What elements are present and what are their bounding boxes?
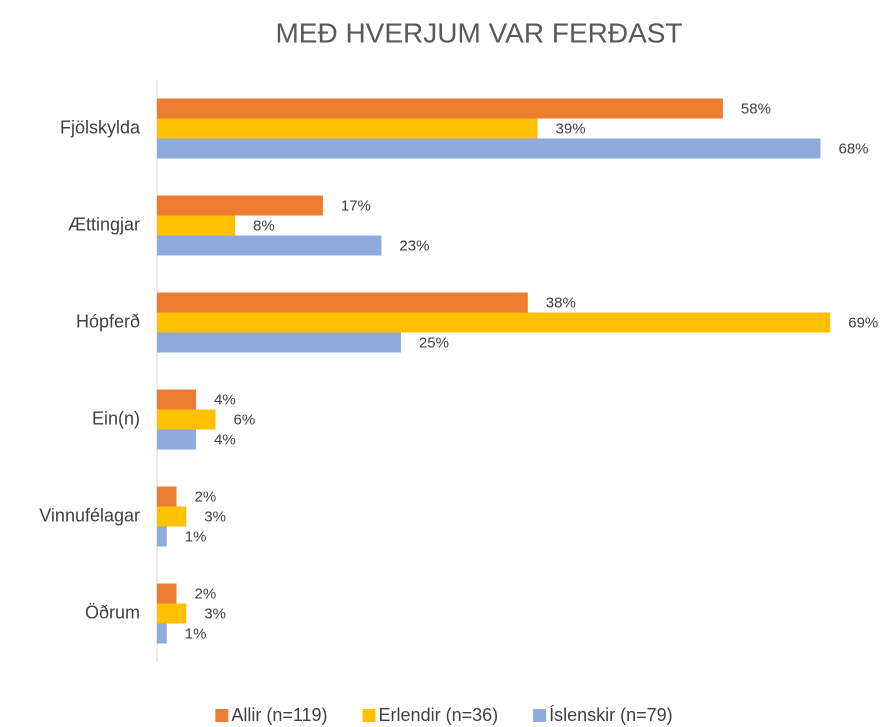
- bar: [157, 235, 382, 256]
- y-tick-label: Ein(n): [92, 408, 140, 428]
- data-label: 3%: [204, 508, 226, 525]
- data-label: 17%: [341, 197, 371, 214]
- legend-label: Íslenskir (n=79): [549, 705, 673, 725]
- legend-label: Erlendir (n=36): [379, 705, 499, 725]
- bar: [157, 195, 323, 216]
- data-label: 2%: [195, 585, 217, 602]
- legend-swatch: [533, 709, 547, 722]
- data-label: 3%: [204, 605, 226, 622]
- bar: [157, 138, 821, 159]
- bar: [157, 526, 167, 547]
- bar: [157, 506, 187, 527]
- bar: [157, 389, 197, 410]
- legend-swatch: [215, 709, 229, 722]
- data-label: 68%: [838, 140, 868, 157]
- bar: [157, 583, 177, 604]
- data-label: 2%: [195, 488, 217, 505]
- legend-swatch: [362, 709, 376, 722]
- legend-label: Allir (n=119): [231, 705, 327, 725]
- bar: [157, 603, 187, 624]
- data-label: 38%: [546, 294, 576, 311]
- y-tick-label: Hópferð: [76, 311, 140, 331]
- bar: [157, 292, 528, 313]
- chart-title: MEÐ HVERJUM VAR FERÐAST: [275, 17, 682, 48]
- data-label: 4%: [214, 391, 236, 408]
- bar: [157, 486, 177, 507]
- data-label: 39%: [556, 120, 586, 137]
- y-tick-label: Vinnufélagar: [39, 505, 140, 525]
- data-label: 23%: [399, 237, 429, 254]
- data-label: 69%: [848, 314, 878, 331]
- data-label: 1%: [185, 528, 207, 545]
- data-label: 8%: [253, 217, 275, 234]
- data-label: 25%: [419, 334, 449, 351]
- bar: [157, 98, 723, 119]
- bar: [157, 429, 197, 450]
- bar: [157, 118, 538, 139]
- bar: [157, 623, 167, 644]
- data-label: 1%: [185, 625, 207, 642]
- y-tick-label: Ættingjar: [68, 214, 140, 234]
- bar: [157, 332, 401, 353]
- bar: [157, 215, 236, 236]
- data-label: 4%: [214, 431, 236, 448]
- data-label: 58%: [741, 100, 771, 117]
- y-tick-label: Fjölskylda: [60, 117, 141, 137]
- bar: [157, 409, 216, 430]
- y-tick-label: Öðrum: [85, 602, 140, 622]
- data-label: 6%: [234, 411, 256, 428]
- bar: [157, 312, 831, 333]
